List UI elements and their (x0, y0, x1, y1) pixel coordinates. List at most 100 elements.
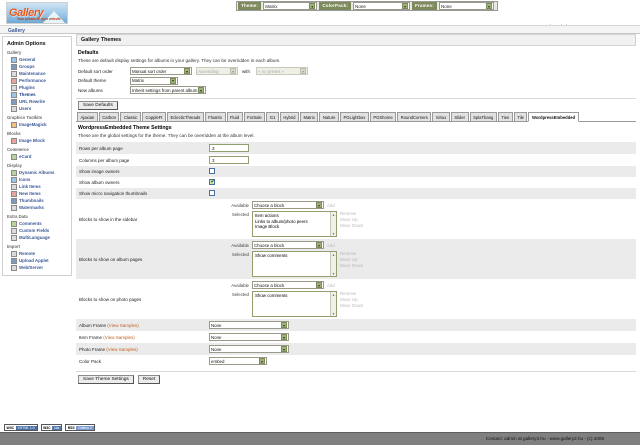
photo-selected-list[interactable]: Show comments ▴ ▾ (252, 291, 337, 317)
photo-frame-select[interactable]: None ▾ (209, 345, 289, 353)
item-frame-select[interactable]: None ▾ (209, 333, 289, 341)
album-move-up-link[interactable]: Move Up (340, 257, 358, 262)
tab-nature[interactable]: Nature (319, 112, 339, 121)
chevron-down-icon: ▾ (281, 322, 287, 328)
sidebar-item-remote[interactable]: Remote (6, 250, 68, 257)
sidebar-available-select[interactable]: Choose a block ▾ (252, 201, 324, 209)
sidebar-item-imagemagick[interactable]: ImageMagick (6, 121, 68, 128)
badge-right: XHTML 1.0 (15, 425, 37, 430)
sidebar-item-maintenance[interactable]: Maintenance (6, 70, 68, 77)
sidebar-item-icons[interactable]: Icons (6, 176, 68, 183)
sidebar-item-performance[interactable]: Performance (6, 77, 68, 84)
tab-ajaxian[interactable]: Ajaxian (77, 112, 98, 121)
colorpack-select-value: None (355, 3, 366, 9)
save-theme-settings-button[interactable]: Save Theme Settings (78, 375, 134, 384)
tab-slider[interactable]: Slider (450, 112, 469, 121)
save-defaults-button[interactable]: Save Defaults (78, 101, 118, 110)
sidebar-selected-list[interactable]: Item actions Links to album/photo peers … (252, 211, 337, 237)
tab-eclecticthreads[interactable]: EclecticThreads (166, 112, 204, 121)
scrollbar[interactable]: ▴ ▾ (330, 212, 336, 236)
tab-tile[interactable]: Tile (513, 112, 528, 121)
badge-css[interactable]: W3C css (40, 424, 63, 431)
sidebar-item-upload-applet[interactable]: Upload Applet (6, 257, 68, 264)
scrollbar[interactable]: ▴ ▾ (330, 252, 336, 276)
sidebar-item-ecard[interactable]: eCard (6, 153, 68, 160)
photo-frame-samples-link[interactable]: (View Samples) (106, 346, 138, 352)
tab-fluid[interactable]: Fluid (226, 112, 243, 121)
sidebar-item-link-items[interactable]: Link Items (6, 183, 68, 190)
album-frame-select[interactable]: None ▾ (209, 321, 289, 329)
sort-direction-select[interactable]: Ascending ▾ (196, 67, 238, 75)
photo-move-up-link[interactable]: Move Up (340, 297, 358, 302)
sidebar-item-watermarks[interactable]: Watermarks (6, 204, 68, 211)
sidebar-item-multilanguage[interactable]: MultiLanguage (6, 234, 68, 241)
sidebar-item-groups[interactable]: Groups (6, 63, 68, 70)
tab-classic[interactable]: Classic (120, 112, 141, 121)
album-frame-samples-link[interactable]: (View Samples) (107, 322, 139, 328)
item-frame-samples-link[interactable]: (View Samples) (103, 334, 135, 340)
show-image-owners-checkbox[interactable] (209, 168, 215, 174)
new-albums-value: Inherit settings from parent album (132, 87, 198, 93)
album-move-down-link[interactable]: Move Down (340, 263, 364, 268)
tab-siriux[interactable]: Siriux (432, 112, 450, 121)
album-remove-link[interactable]: Remove (340, 251, 357, 256)
sidebar-item-image-block[interactable]: Image Block (6, 137, 68, 144)
sidebar-item-thumbnails[interactable]: Thumbnails (6, 197, 68, 204)
cols-per-page-input[interactable]: 3 (209, 156, 249, 164)
sidebar-move-down-link[interactable]: Move Down (340, 223, 364, 228)
photo-move-down-link[interactable]: Move Down (340, 303, 364, 308)
tab-pglightbox[interactable]: PGLightbox (339, 112, 369, 121)
theme-select[interactable]: Matrix ▾ (263, 2, 318, 10)
tab-roundcorners[interactable]: RoundCorners (397, 112, 432, 121)
sidebar-item-users[interactable]: Users (6, 105, 68, 112)
sidebar-item-label: MultiLanguage (19, 235, 50, 240)
preset-select[interactable]: « no preset » ▾ (256, 67, 308, 75)
sidebar-item-label: ImageMagick (19, 122, 47, 127)
tab-g1[interactable]: G1 (266, 112, 279, 121)
photo-add-link[interactable]: Add (327, 282, 335, 288)
tab-hybrid[interactable]: Hybrid (279, 112, 299, 121)
new-albums-select[interactable]: Inherit settings from parent album ▾ (130, 86, 206, 94)
sidebar-move-up-link[interactable]: Move Up (340, 217, 358, 222)
default-theme-select[interactable]: Matrix ▾ (130, 76, 178, 85)
rows-per-page-input[interactable]: 3 (209, 144, 249, 152)
sidebar-item-themes[interactable]: Themes (6, 91, 68, 98)
album-add-link[interactable]: Add (327, 242, 335, 248)
photo-available-select[interactable]: Choose a block ▾ (252, 281, 324, 289)
sidebar-item-dynamic-albums[interactable]: Dynamic Albums (6, 169, 68, 176)
sidebar-item-custom-fields[interactable]: Custom Fields (6, 227, 68, 234)
tab-splatbang[interactable]: SplaTbang (469, 112, 497, 121)
scrollbar[interactable]: ▴ ▾ (330, 292, 336, 316)
badge-xhtml-1-0[interactable]: W3C XHTML 1.0 (4, 424, 38, 431)
sidebar-item-general[interactable]: General (6, 56, 68, 63)
tab-coppleft[interactable]: CoppleFt (141, 112, 166, 121)
colorpack-select[interactable]: None ▾ (353, 2, 411, 10)
color-pack-select[interactable]: embed ▾ (209, 357, 267, 365)
frames-select[interactable]: None ▾ (438, 2, 494, 10)
tab-tien[interactable]: Tien (497, 112, 513, 121)
breadcrumb[interactable]: Gallery (8, 28, 25, 34)
sidebar-item-comments[interactable]: Comments (6, 220, 68, 227)
photo-remove-link[interactable]: Remove (340, 291, 357, 296)
album-available-select[interactable]: Choose a block ▾ (252, 241, 324, 249)
tab-wordpressembedded[interactable]: WordpressEmbedded (528, 112, 579, 122)
tab-carbon[interactable]: Carbon (98, 112, 120, 121)
tab-pgshome[interactable]: PGShome (369, 112, 397, 121)
photo-selected-items: Show comments (255, 293, 288, 298)
show-album-owners-checkbox[interactable] (209, 179, 215, 185)
album-selected-list[interactable]: Show comments ▴ ▾ (252, 251, 337, 277)
sidebar-item-url-rewrite[interactable]: URL Rewrite (6, 98, 68, 105)
sidebar-item-plugins[interactable]: Plugins (6, 84, 68, 91)
show-micro-nav-checkbox[interactable] (209, 190, 215, 196)
sidebar-add-link[interactable]: Add (327, 202, 335, 208)
gallery-logo[interactable]: Gallery Your photos on your website (6, 2, 68, 24)
tab-floatrix[interactable]: Floatrix (204, 112, 226, 121)
tab-forsale[interactable]: ForSale (243, 112, 266, 121)
default-sort-order-select[interactable]: Manual sort order ▾ (130, 67, 192, 75)
sidebar-remove-link[interactable]: Remove (340, 211, 357, 216)
tab-matrix[interactable]: Matrix (299, 112, 319, 121)
sidebar-item-web-server[interactable]: Web/Server (6, 264, 68, 271)
reset-button[interactable]: Reset (137, 375, 161, 384)
sidebar-item-new-items[interactable]: New Items (6, 190, 68, 197)
badge-gallery-2[interactable]: RSS Gallery 2 (65, 424, 95, 431)
